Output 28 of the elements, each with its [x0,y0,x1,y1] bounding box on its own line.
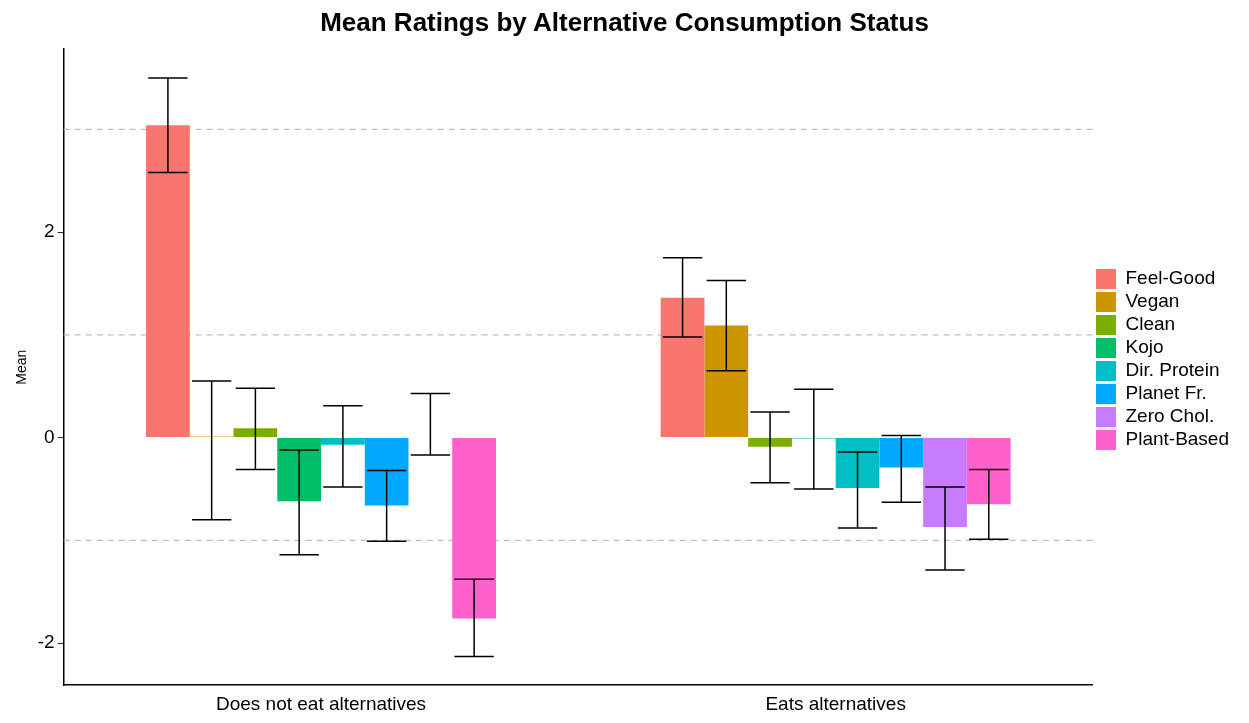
legend-label: Feel-Good [1125,267,1216,289]
legend-label: Kojo [1125,336,1164,358]
legend-label: Zero Chol. [1125,405,1215,427]
legend-label: Vegan [1125,290,1180,312]
bar [923,438,967,527]
bar [321,438,365,445]
bar [660,297,705,438]
bar [748,438,792,447]
bar [233,428,278,438]
bar [704,325,749,438]
y-axis-title: Mean [13,349,30,385]
legend-label: Plant-Based [1125,428,1230,450]
legend-label: Planet Fr. [1125,382,1207,404]
bar [277,438,322,502]
bar [452,438,496,619]
legend-label: Clean [1125,313,1176,335]
bar [364,438,409,506]
legend-label: Dir. Protein [1125,359,1220,381]
y-tick-label: 0 [44,425,55,447]
chart-title: Mean Ratings by Alternative Consumption Status [320,6,929,37]
bar [966,438,1011,505]
x-tick-label: Does not eat alternatives [215,692,427,714]
bar [835,438,880,488]
y-tick-label: -2 [37,631,55,653]
y-tick-label: 2 [44,220,55,242]
x-tick-label: Eats alternatives [765,692,906,714]
bar [146,125,190,438]
bar [879,438,924,468]
